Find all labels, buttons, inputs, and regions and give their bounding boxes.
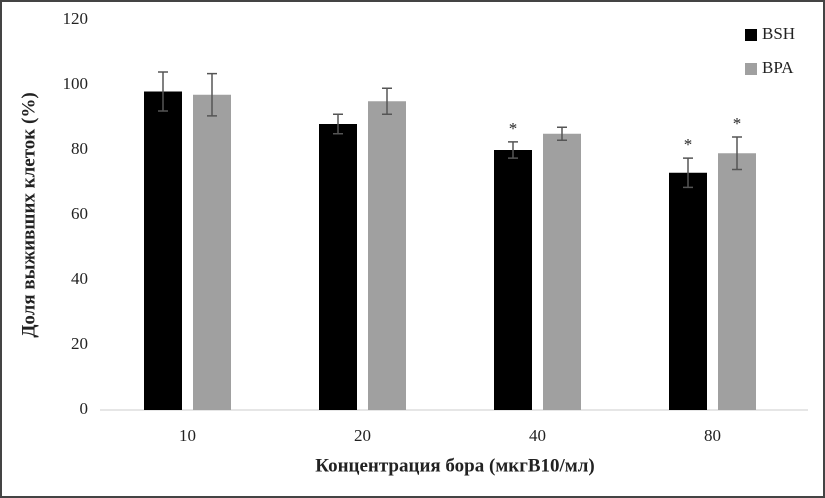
y-tick-label: 0	[80, 399, 89, 418]
bar	[144, 91, 182, 410]
legend-label: BPA	[762, 58, 794, 77]
y-tick-label: 40	[71, 269, 88, 288]
bar	[669, 172, 707, 410]
bar	[319, 124, 357, 410]
y-axis-title: Доля выживших клеток (%)	[18, 92, 39, 337]
bar	[543, 133, 581, 410]
y-tick-label: 120	[63, 9, 89, 28]
significance-mark: *	[684, 135, 693, 154]
significance-mark: *	[733, 114, 742, 133]
legend-label: BSH	[762, 24, 795, 43]
legend-swatch	[745, 29, 757, 41]
x-axis-title: Концентрация бора (мкгB10/мл)	[315, 455, 594, 476]
bar	[193, 94, 231, 410]
y-tick-label: 60	[71, 204, 88, 223]
x-tick-label: 20	[354, 426, 371, 445]
y-tick-label: 20	[71, 334, 88, 353]
bar	[718, 153, 756, 410]
significance-mark: *	[509, 119, 518, 138]
y-tick-label: 100	[63, 74, 89, 93]
legend-swatch	[745, 63, 757, 75]
bar	[368, 101, 406, 410]
bar	[494, 150, 532, 410]
x-tick-label: 40	[529, 426, 546, 445]
x-tick-label: 10	[179, 426, 196, 445]
x-tick-label: 80	[704, 426, 721, 445]
y-tick-label: 80	[71, 139, 88, 158]
